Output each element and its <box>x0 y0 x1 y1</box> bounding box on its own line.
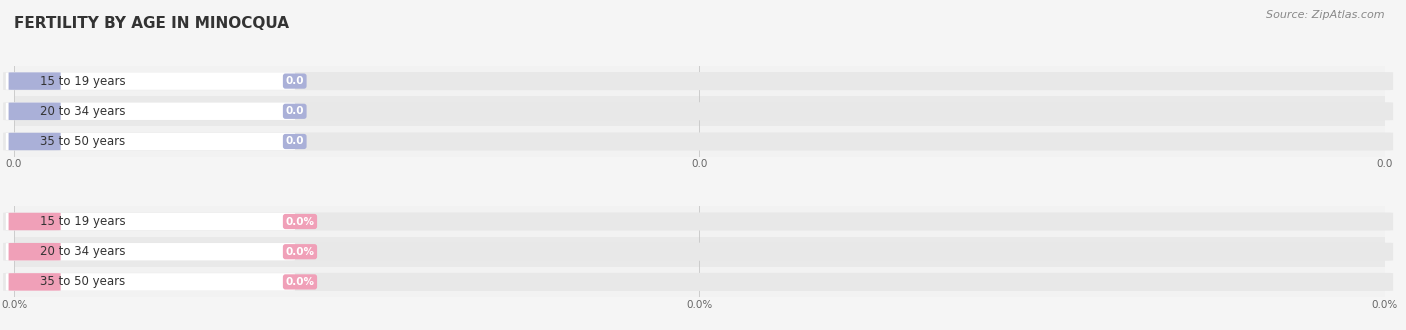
FancyBboxPatch shape <box>8 243 60 260</box>
FancyBboxPatch shape <box>3 132 1393 150</box>
Text: 0.0%: 0.0% <box>285 216 315 226</box>
FancyBboxPatch shape <box>6 213 295 230</box>
Text: 15 to 19 years: 15 to 19 years <box>41 215 125 228</box>
FancyBboxPatch shape <box>3 243 1393 261</box>
Bar <box>14 267 1385 297</box>
Bar <box>14 237 1385 267</box>
Text: 0.0%: 0.0% <box>285 277 315 287</box>
Text: 20 to 34 years: 20 to 34 years <box>41 105 125 118</box>
Text: Source: ZipAtlas.com: Source: ZipAtlas.com <box>1267 10 1385 20</box>
FancyBboxPatch shape <box>3 102 1393 120</box>
FancyBboxPatch shape <box>3 72 1393 90</box>
FancyBboxPatch shape <box>3 213 1393 231</box>
Text: 20 to 34 years: 20 to 34 years <box>41 245 125 258</box>
FancyBboxPatch shape <box>3 273 1393 291</box>
Text: 0.0: 0.0 <box>285 137 304 147</box>
Bar <box>14 126 1385 157</box>
FancyBboxPatch shape <box>6 273 295 291</box>
Text: 0.0: 0.0 <box>285 106 304 116</box>
Text: 0.0%: 0.0% <box>285 247 315 257</box>
FancyBboxPatch shape <box>6 103 295 120</box>
Text: 35 to 50 years: 35 to 50 years <box>41 135 125 148</box>
Bar <box>14 66 1385 96</box>
FancyBboxPatch shape <box>6 72 295 90</box>
FancyBboxPatch shape <box>6 133 295 150</box>
Text: 15 to 19 years: 15 to 19 years <box>41 75 125 87</box>
FancyBboxPatch shape <box>8 273 60 291</box>
Text: FERTILITY BY AGE IN MINOCQUA: FERTILITY BY AGE IN MINOCQUA <box>14 16 290 31</box>
FancyBboxPatch shape <box>8 103 60 120</box>
FancyBboxPatch shape <box>8 133 60 150</box>
FancyBboxPatch shape <box>8 72 60 90</box>
Text: 0.0: 0.0 <box>285 76 304 86</box>
FancyBboxPatch shape <box>6 243 295 260</box>
Text: 35 to 50 years: 35 to 50 years <box>41 276 125 288</box>
Bar <box>14 96 1385 126</box>
FancyBboxPatch shape <box>8 213 60 230</box>
Bar <box>14 206 1385 237</box>
